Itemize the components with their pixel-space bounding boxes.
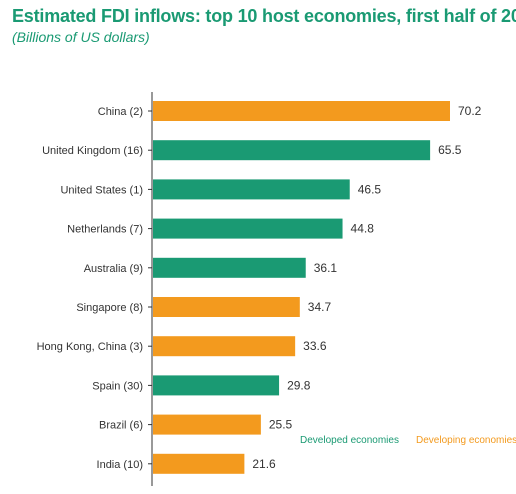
value-label: 25.5 <box>269 418 293 432</box>
category-label: Netherlands (7) <box>67 224 143 236</box>
value-label: 46.5 <box>358 182 382 196</box>
bar-developed <box>153 140 430 160</box>
category-label: Hong Kong, China (3) <box>37 341 143 353</box>
category-label: China (2) <box>98 106 143 118</box>
bar-developing <box>153 101 450 121</box>
value-label: 65.5 <box>438 143 462 157</box>
value-label: 21.6 <box>252 457 276 471</box>
value-label: 29.8 <box>287 378 311 392</box>
category-label: United States (1) <box>60 184 143 196</box>
value-label: 36.1 <box>314 261 338 275</box>
bar-developed <box>153 219 343 239</box>
bar-developing <box>153 297 300 317</box>
category-label: Spain (30) <box>92 380 143 392</box>
bar-developing <box>153 336 295 356</box>
bar-developed <box>153 179 350 199</box>
legend-developed: Developed economies <box>300 435 399 446</box>
category-label: Brazil (6) <box>99 420 143 432</box>
value-label: 70.2 <box>458 104 482 118</box>
value-label: 33.6 <box>303 339 327 353</box>
bar-developed <box>153 258 306 278</box>
category-label: Singapore (8) <box>76 302 143 314</box>
category-label: United Kingdom (16) <box>42 145 143 157</box>
value-label: 44.8 <box>351 222 375 236</box>
category-label: India (10) <box>97 459 143 471</box>
bar-developing <box>153 415 261 435</box>
legend-developing: Developing economies <box>416 435 516 446</box>
category-label: Australia (9) <box>84 263 143 275</box>
bar-developing <box>153 454 244 474</box>
bar-developed <box>153 375 279 395</box>
value-label: 34.7 <box>308 300 332 314</box>
